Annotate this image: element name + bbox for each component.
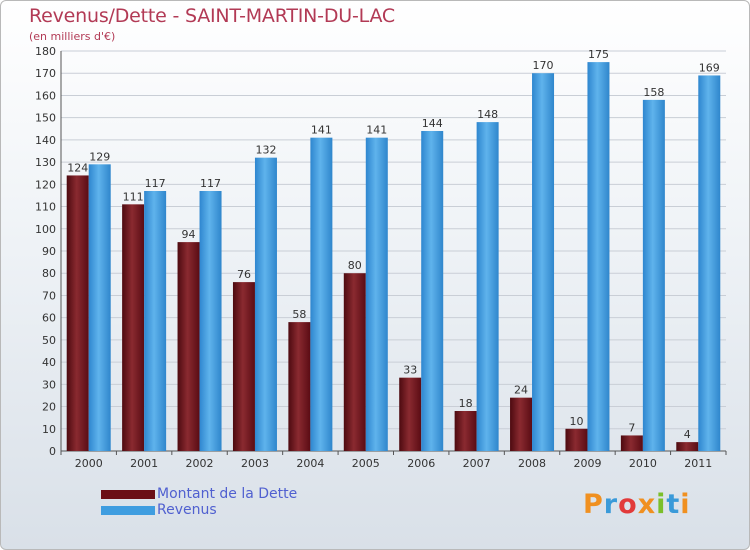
y-tick-label: 50 (42, 334, 56, 347)
legend-swatch-debt (101, 490, 155, 499)
x-tick-label: 2004 (296, 457, 324, 470)
y-tick-label: 140 (35, 134, 56, 147)
data-label-revenue: 144 (422, 117, 443, 130)
bar-revenue-2002 (199, 191, 222, 451)
x-tick-label: 2011 (684, 457, 712, 470)
x-tick-label: 2008 (518, 457, 546, 470)
bar-revenue-2007 (476, 122, 499, 451)
data-label-debt: 18 (459, 397, 473, 410)
bar-revenue-2006 (421, 131, 444, 451)
data-label-revenue: 170 (533, 59, 554, 72)
data-label-debt: 111 (123, 190, 144, 203)
logo-letter: i (680, 489, 691, 520)
bar-debt-2005 (343, 273, 366, 451)
y-tick-label: 120 (35, 178, 56, 191)
y-tick-label: 10 (42, 423, 56, 436)
y-tick-label: 130 (35, 156, 56, 169)
bar-debt-2001 (122, 204, 145, 451)
data-label-revenue: 169 (699, 61, 720, 74)
bar-debt-2004 (288, 322, 311, 451)
data-label-revenue: 141 (366, 124, 387, 137)
x-tick-label: 2005 (352, 457, 380, 470)
y-tick-label: 0 (49, 445, 56, 458)
bar-debt-2011 (676, 442, 699, 451)
data-label-revenue: 141 (311, 124, 332, 137)
y-tick-label: 90 (42, 245, 56, 258)
bar-revenue-2004 (310, 137, 333, 451)
data-label-revenue: 158 (643, 86, 664, 99)
x-tick-label: 2000 (75, 457, 103, 470)
y-tick-label: 100 (35, 223, 56, 236)
bar-revenue-2001 (144, 191, 167, 451)
logo-letter: t (666, 489, 681, 520)
bar-debt-2003 (232, 282, 255, 451)
data-label-revenue: 148 (477, 108, 498, 121)
x-tick-label: 2003 (241, 457, 269, 470)
x-tick-label: 2010 (629, 457, 657, 470)
logo-letter: P (583, 489, 604, 520)
y-tick-label: 60 (42, 312, 56, 325)
data-label-debt: 7 (628, 421, 635, 434)
bar-debt-2007 (454, 411, 477, 451)
legend-swatch-revenue (101, 506, 155, 515)
bar-revenue-2008 (532, 73, 555, 451)
bar-revenue-2011 (698, 75, 721, 451)
y-tick-label: 20 (42, 401, 56, 414)
y-tick-label: 180 (35, 45, 56, 58)
data-label-debt: 76 (237, 268, 251, 281)
data-label-revenue: 117 (200, 177, 221, 190)
bar-debt-2006 (399, 377, 422, 451)
data-label-debt: 10 (569, 415, 583, 428)
logo-letter: i (656, 489, 667, 520)
data-label-revenue: 132 (255, 144, 276, 157)
y-tick-label: 170 (35, 67, 56, 80)
logo-letter: o (618, 489, 638, 520)
bar-revenue-2003 (254, 157, 277, 451)
bar-debt-2002 (177, 242, 200, 451)
bar-debt-2000 (66, 175, 89, 451)
data-label-debt: 33 (403, 364, 417, 377)
bar-revenue-2009 (587, 62, 610, 451)
bar-debt-2010 (620, 435, 643, 451)
logo-letter: x (637, 489, 657, 520)
bar-revenue-2010 (642, 99, 665, 451)
data-label-revenue: 117 (145, 177, 166, 190)
x-tick-label: 2009 (573, 457, 601, 470)
x-tick-label: 2007 (463, 457, 491, 470)
x-tick-label: 2006 (407, 457, 435, 470)
data-label-revenue: 129 (89, 150, 110, 163)
data-label-revenue: 175 (588, 48, 609, 61)
proxiti-logo: Proxiti (583, 489, 691, 520)
data-label-debt: 24 (514, 384, 528, 397)
y-tick-label: 110 (35, 201, 56, 214)
y-tick-label: 30 (42, 378, 56, 391)
legend-label-revenue: Revenus (157, 502, 217, 518)
bar-debt-2009 (565, 428, 588, 451)
x-tick-label: 2002 (186, 457, 214, 470)
legend-label-debt: Montant de la Dette (157, 486, 298, 502)
y-tick-label: 80 (42, 267, 56, 280)
y-tick-label: 160 (35, 89, 56, 102)
x-tick-label: 2001 (130, 457, 158, 470)
bar-revenue-2000 (88, 164, 111, 452)
data-label-debt: 4 (684, 428, 691, 441)
y-tick-label: 40 (42, 356, 56, 369)
bar-debt-2008 (510, 397, 533, 451)
data-label-debt: 124 (67, 161, 88, 174)
chart-subtitle: (en milliers d'€) (29, 30, 116, 43)
data-label-debt: 94 (182, 228, 196, 241)
y-tick-label: 70 (42, 289, 56, 302)
data-label-debt: 80 (348, 259, 362, 272)
y-tick-label: 150 (35, 112, 56, 125)
chart-title: Revenus/Dette - SAINT-MARTIN-DU-LAC (29, 5, 395, 27)
data-label-debt: 58 (292, 308, 306, 321)
bar-revenue-2005 (365, 137, 388, 451)
logo-letter: r (603, 489, 619, 520)
